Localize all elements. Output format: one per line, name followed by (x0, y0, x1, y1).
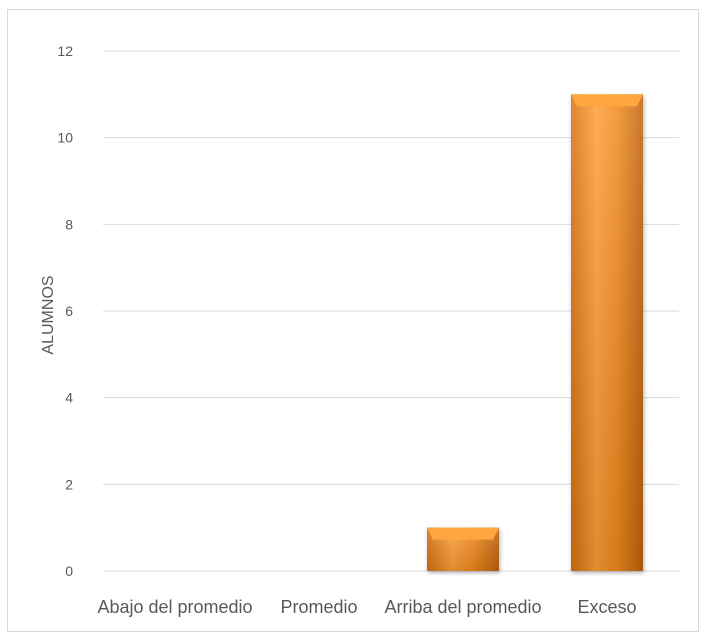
x-tick-label: Exceso (577, 597, 636, 617)
y-axis-title: ALUMNOS (40, 275, 57, 354)
bar-top-bevel (571, 94, 643, 107)
bar (427, 527, 499, 571)
y-tick-label: 12 (57, 43, 73, 59)
bars (427, 94, 643, 571)
y-tick-label: 4 (65, 390, 73, 406)
y-tick-label: 6 (65, 303, 73, 319)
y-tick-label: 2 (65, 476, 73, 492)
y-axis-ticks: 0 2 4 6 8 10 12 (57, 43, 73, 579)
x-tick-label: Promedio (280, 597, 357, 617)
y-tick-label: 8 (65, 216, 73, 232)
y-tick-label: 10 (57, 130, 73, 146)
x-tick-label: Arriba del promedio (384, 597, 541, 617)
y-tick-label: 0 (65, 563, 73, 579)
bar-shade (571, 94, 643, 571)
x-tick-label: Abajo del promedio (97, 597, 252, 617)
x-axis-labels: Abajo del promedio Promedio Arriba del pro… (97, 597, 636, 617)
bar (571, 94, 643, 571)
bar-top-bevel (427, 527, 499, 540)
